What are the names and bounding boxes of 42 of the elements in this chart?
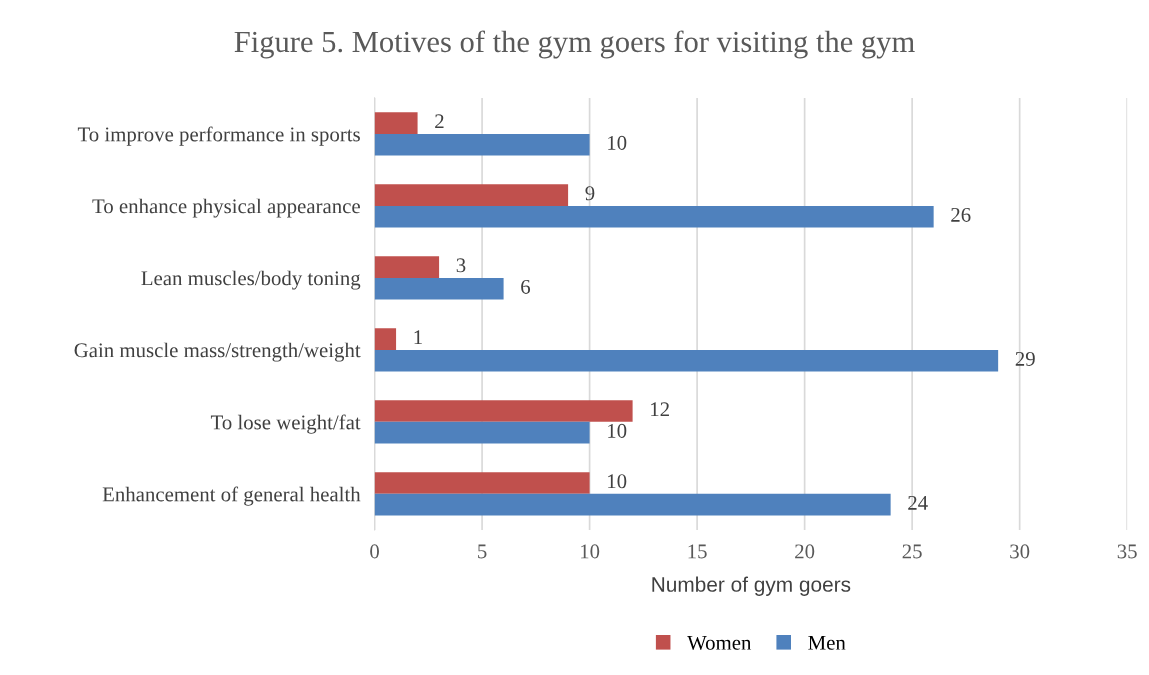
bar bbox=[374, 277, 504, 300]
data-label: 10 bbox=[608, 474, 627, 489]
x-tick-label: 25 bbox=[902, 544, 922, 559]
bar bbox=[374, 472, 590, 494]
bar bbox=[374, 205, 934, 228]
data-label: 10 bbox=[608, 135, 627, 150]
bar bbox=[374, 493, 891, 516]
bar bbox=[374, 112, 418, 134]
x-tick-label: 15 bbox=[688, 544, 707, 559]
data-label: 29 bbox=[1015, 351, 1035, 366]
legend-label: Women bbox=[687, 635, 752, 650]
x-tick-label: 20 bbox=[795, 544, 815, 559]
x-tick-label: 5 bbox=[478, 544, 487, 559]
x-tick-label: 35 bbox=[1117, 544, 1137, 559]
y-tick-label: To enhance physical appearance bbox=[92, 198, 360, 218]
data-label: 3 bbox=[456, 258, 466, 273]
bar bbox=[374, 421, 590, 444]
y-tick-label: To lose weight/fat bbox=[210, 414, 361, 434]
x-tick-label: 0 bbox=[370, 544, 379, 559]
data-label: 24 bbox=[908, 495, 928, 510]
x-tick-label: 30 bbox=[1010, 544, 1030, 559]
bar bbox=[374, 133, 590, 156]
chart-title: Figure 5. Motives of the gym goers for visiting the gym bbox=[234, 30, 915, 59]
data-label: 26 bbox=[951, 207, 971, 222]
x-tick-label: 10 bbox=[581, 544, 600, 559]
data-label: 2 bbox=[435, 114, 444, 129]
legend-label: Men bbox=[808, 635, 846, 650]
bar bbox=[374, 184, 569, 206]
y-tick-label: Gain muscle mass/strength/weight bbox=[74, 342, 361, 362]
bar bbox=[374, 256, 440, 278]
bar bbox=[374, 328, 397, 350]
y-tick-label: Lean muscles/body toning bbox=[141, 270, 361, 290]
y-tick-label: To improve performance in sports bbox=[77, 126, 360, 146]
data-label: 1 bbox=[414, 330, 422, 345]
data-label: 9 bbox=[585, 186, 595, 201]
y-tick-label: Enhancement of general health bbox=[102, 486, 361, 506]
x-axis-title: Number of gym goers bbox=[652, 576, 851, 596]
bar bbox=[374, 349, 999, 372]
data-label: 12 bbox=[651, 402, 669, 417]
data-label: 10 bbox=[608, 423, 627, 438]
data-label: 6 bbox=[521, 279, 531, 294]
bar bbox=[374, 400, 633, 422]
